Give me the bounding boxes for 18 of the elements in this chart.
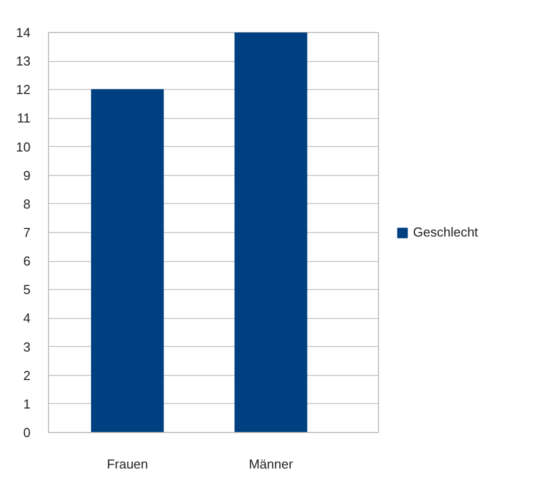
y-tick-label: 0: [23, 425, 31, 440]
y-tick-label: 7: [23, 225, 31, 240]
x-tick-label: Männer: [248, 456, 294, 472]
y-tick-label: 2: [23, 368, 31, 383]
y-tick-label: 10: [16, 139, 31, 154]
y-tick-label: 9: [23, 168, 31, 183]
y-tick-label: 14: [16, 25, 31, 40]
y-tick-label: 5: [23, 282, 31, 298]
legend-label: Geschlecht: [413, 224, 478, 240]
y-tick-label: 12: [16, 82, 31, 98]
y-tick-label: 13: [16, 54, 31, 69]
y-tick-label: 4: [23, 310, 31, 326]
y-tick-label: 1: [23, 396, 31, 412]
x-tick-label: Frauen: [106, 456, 148, 472]
y-tick-label: 11: [17, 110, 31, 126]
y-tick-label: 8: [23, 196, 31, 212]
y-tick-label: 3: [23, 339, 31, 354]
y-tick-label: 6: [23, 254, 31, 269]
